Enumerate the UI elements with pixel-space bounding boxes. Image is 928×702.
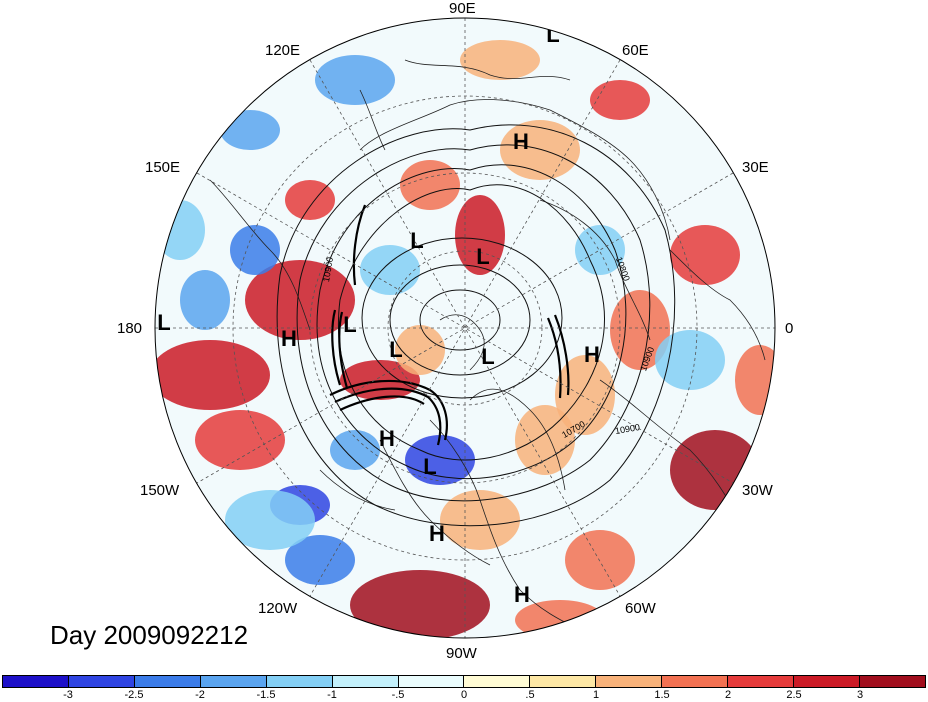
high-pressure-label: H	[514, 582, 530, 607]
low-pressure-label: L	[546, 22, 559, 47]
anomaly-blob	[155, 340, 270, 410]
anomaly-blob	[225, 490, 315, 550]
anomaly-blob	[220, 110, 280, 150]
colorbar-segment	[859, 676, 925, 687]
anomaly-blob	[315, 55, 395, 105]
anomaly-blob	[555, 355, 615, 435]
lon-label-60w: 60W	[625, 600, 656, 617]
colorbar-tick-label: 2.5	[786, 689, 802, 701]
colorbar-segment	[398, 676, 465, 687]
colorbar-tick-label: -3	[63, 689, 73, 701]
lon-label-150w: 150W	[140, 482, 180, 499]
anomaly-blob	[285, 535, 355, 585]
lon-label-120w: 120W	[258, 600, 298, 617]
anomaly-blob	[330, 430, 380, 470]
lon-label-60e: 60E	[622, 42, 649, 59]
colorbar-tick-label: -2.5	[124, 689, 144, 701]
anomaly-blob	[590, 80, 650, 120]
contour-value-label: 10900	[614, 422, 640, 436]
anomaly-blob	[245, 260, 355, 340]
date-title: Day 2009092212	[50, 620, 249, 650]
lon-label-30e: 30E	[742, 159, 769, 176]
dashed-graticule	[155, 18, 775, 638]
colorbar-segment	[728, 676, 795, 687]
high-pressure-label: H	[513, 129, 529, 154]
colorbar-tick-label: 1.5	[654, 689, 670, 701]
low-pressure-label: L	[423, 454, 436, 479]
colorbar-segment	[530, 676, 597, 687]
lon-label-30w: 30W	[742, 482, 773, 499]
anomaly-blob	[195, 410, 285, 470]
lon-label-180: 180	[117, 320, 143, 337]
anomaly-blob	[395, 325, 445, 375]
high-pressure-label: H	[281, 326, 297, 351]
anomaly-blob	[500, 120, 580, 180]
anomaly-blob	[670, 225, 740, 285]
colorbar-segment	[134, 676, 201, 687]
colorbar-segment	[200, 676, 267, 687]
colorbar-tick-label: -1	[327, 689, 337, 701]
anomaly-blob	[350, 570, 490, 638]
colorbar-segment	[662, 676, 729, 687]
low-pressure-label: L	[157, 310, 170, 335]
colorbar-tick-label: -1.5	[256, 689, 276, 701]
anomaly-blob	[565, 530, 635, 590]
anomaly-blob	[155, 200, 205, 260]
high-pressure-label: H	[584, 342, 600, 367]
jet-band-contours	[329, 204, 570, 446]
height-contours	[276, 124, 676, 527]
anomaly-blob	[285, 180, 335, 220]
anomaly-blob	[515, 405, 575, 475]
colorbar-segment	[3, 676, 69, 687]
anomaly-blob	[610, 290, 670, 370]
anomaly-blob	[400, 160, 460, 210]
anomaly-blob	[230, 225, 280, 275]
colorbar-tick-label: -.5	[391, 689, 405, 701]
colorbar	[2, 675, 926, 688]
map-boundary	[154, 17, 776, 639]
colorbar-segment	[464, 676, 531, 687]
colorbar-segment	[332, 676, 399, 687]
anomaly-blob	[180, 270, 230, 330]
colorbar-tick-label: 1	[592, 689, 600, 701]
colorbar-tick-label: 2	[724, 689, 732, 701]
colorbar-segment	[596, 676, 663, 687]
anomaly-blob	[460, 40, 540, 80]
anomaly-blob	[670, 550, 750, 610]
anomaly-blob	[455, 195, 505, 275]
low-pressure-label: L	[476, 244, 489, 269]
lon-label-90e: 90E	[449, 0, 476, 17]
anomaly-blob	[440, 490, 520, 550]
colorbar-tick-label: 0	[460, 689, 468, 701]
colorbar-segment	[794, 676, 860, 687]
colorbar-segment	[68, 676, 135, 687]
anomaly-blob	[575, 225, 625, 275]
low-pressure-label: L	[389, 337, 402, 362]
high-pressure-label: H	[429, 521, 445, 546]
anomaly-blob	[360, 245, 420, 295]
pressure-center-labels: L H L L L H L L L H H L H H	[157, 22, 600, 607]
colorbar-segment	[266, 676, 333, 687]
lon-label-120e: 120E	[265, 42, 301, 59]
contour-value-label: 10900	[321, 256, 335, 282]
anomaly-blob	[735, 345, 775, 415]
lon-label-150e: 150E	[145, 159, 181, 176]
coastlines	[209, 59, 766, 631]
low-pressure-label: L	[343, 312, 356, 337]
high-pressure-label: H	[379, 426, 395, 451]
colorbar-tick-label: -2	[195, 689, 205, 701]
lon-label-0: 0	[785, 320, 794, 337]
anomaly-blob	[655, 330, 725, 390]
colorbar-tick-label: .5	[525, 689, 535, 701]
colorbar-tick-label: 3	[856, 689, 864, 701]
low-pressure-label: L	[481, 344, 494, 369]
low-pressure-label: L	[410, 228, 423, 253]
lon-label-90w: 90W	[446, 645, 477, 662]
